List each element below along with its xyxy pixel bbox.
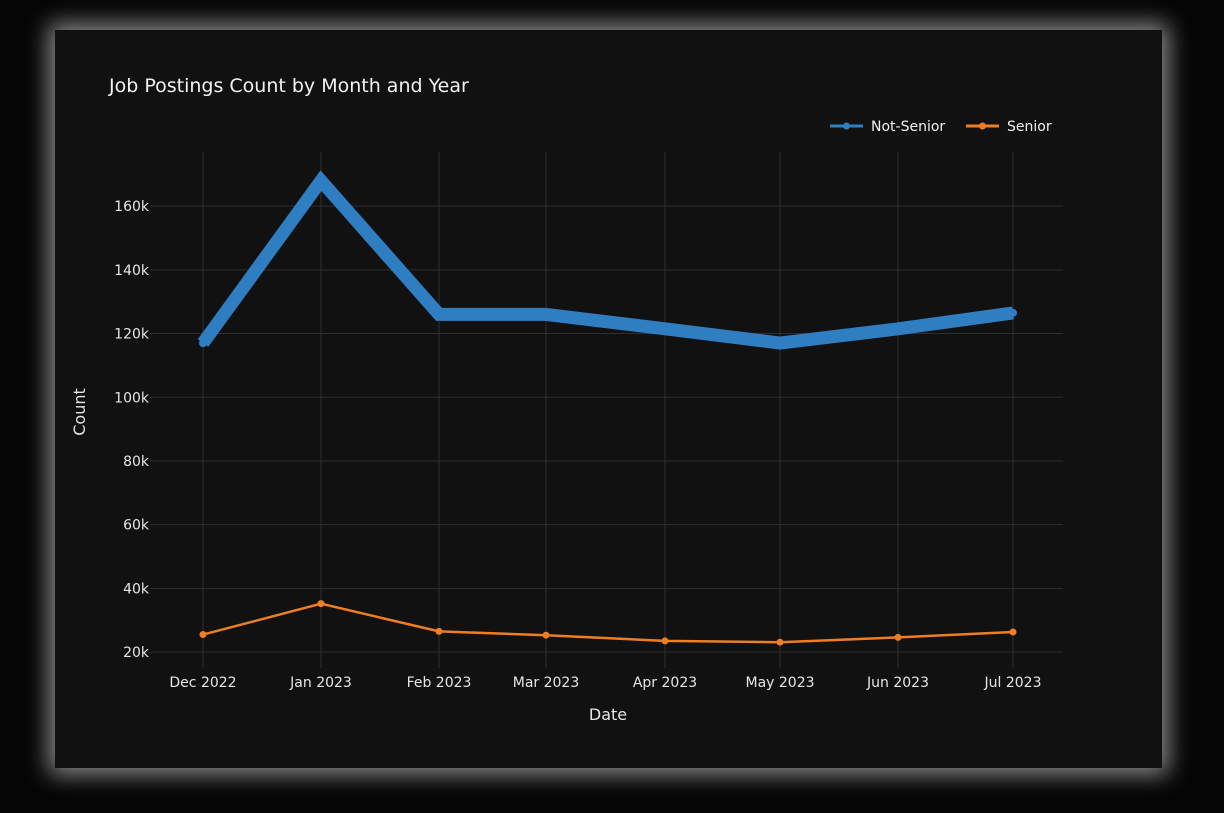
legend-marker-senior — [979, 122, 986, 130]
data-point-senior[interactable] — [435, 627, 443, 635]
data-point-not-senior[interactable] — [317, 176, 325, 185]
legend-item-senior[interactable]: Senior — [966, 119, 1052, 135]
data-point-senior[interactable] — [894, 633, 902, 641]
x-tick-label: Feb 2023 — [407, 675, 472, 691]
line-chart: Job Postings Count by Month and Year 20k… — [70, 75, 1063, 724]
series-line-senior — [202, 602, 1014, 644]
legend-marker-not-senior — [843, 122, 850, 130]
y-tick-label: 40k — [123, 581, 150, 597]
x-tick-label: Apr 2023 — [633, 675, 697, 691]
x-tick-label: May 2023 — [745, 675, 814, 691]
y-tick-label: 60k — [123, 518, 150, 534]
y-axis-ticks: 20k 40k 60k 80k 100k 120k 140k 160k — [114, 199, 150, 661]
y-axis-label: Count — [70, 388, 89, 436]
x-tick-label: Jan 2023 — [289, 675, 352, 691]
chart-title: Job Postings Count by Month and Year — [108, 75, 469, 97]
y-tick-label: 120k — [114, 327, 150, 343]
y-tick-label: 20k — [123, 645, 150, 661]
data-point-senior[interactable] — [542, 631, 550, 639]
legend: Not-Senior Senior — [830, 119, 1052, 135]
x-axis-ticks: Dec 2022 Jan 2023 Feb 2023 Mar 2023 Apr 2023… — [169, 675, 1041, 691]
x-tick-label: Dec 2022 — [169, 675, 236, 691]
y-tick-label: 100k — [114, 390, 150, 406]
data-point-not-senior[interactable] — [661, 324, 669, 333]
data-point-senior[interactable] — [317, 600, 325, 608]
data-point-not-senior[interactable] — [894, 324, 902, 333]
x-tick-label: Jun 2023 — [866, 675, 929, 691]
chart-panel: Job Postings Count by Month and Year 20k… — [55, 30, 1162, 768]
legend-label-senior: Senior — [1007, 119, 1052, 135]
data-point-not-senior[interactable] — [542, 310, 550, 319]
data-point-senior[interactable] — [661, 637, 669, 645]
data-point-not-senior[interactable] — [1009, 308, 1017, 317]
data-point-senior[interactable] — [1009, 628, 1017, 636]
data-point-senior[interactable] — [776, 638, 784, 646]
x-axis-label: Date — [589, 705, 627, 724]
data-point-not-senior[interactable] — [199, 339, 207, 348]
legend-label-not-senior: Not-Senior — [871, 119, 945, 135]
grid — [150, 152, 1063, 668]
x-tick-label: Mar 2023 — [513, 675, 580, 691]
series — [197, 170, 1017, 646]
y-tick-label: 160k — [114, 199, 150, 215]
data-point-not-senior[interactable] — [435, 310, 443, 319]
y-tick-label: 80k — [123, 454, 150, 470]
legend-item-not-senior[interactable]: Not-Senior — [830, 119, 945, 135]
y-tick-label: 140k — [114, 263, 150, 279]
series-line-not-senior — [197, 170, 1014, 350]
data-point-senior[interactable] — [199, 631, 207, 639]
data-point-not-senior[interactable] — [776, 339, 784, 348]
x-tick-label: Jul 2023 — [984, 675, 1042, 691]
